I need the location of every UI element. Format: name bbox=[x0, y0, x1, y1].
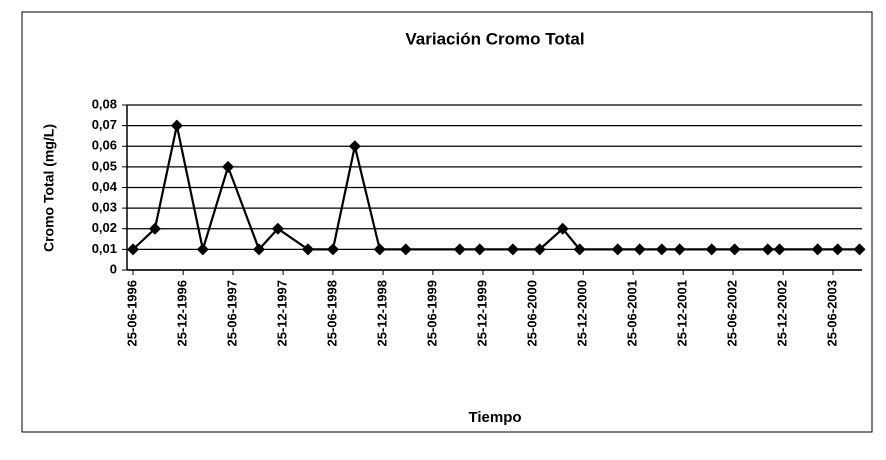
data-point bbox=[222, 160, 235, 173]
data-point bbox=[611, 243, 624, 256]
data-point bbox=[399, 243, 412, 256]
x-tick-label: 25-06-2002 bbox=[724, 280, 739, 347]
x-tick-label: 25-12-2001 bbox=[675, 280, 690, 347]
y-tick-label: 0,01 bbox=[92, 241, 117, 256]
y-tick-label: 0,07 bbox=[92, 117, 117, 132]
y-tick-label: 0,06 bbox=[92, 138, 117, 153]
x-tick-label: 25-12-1998 bbox=[374, 280, 389, 347]
y-tick-label: 0,02 bbox=[92, 220, 117, 235]
x-tick-label: 25-12-1999 bbox=[474, 280, 489, 347]
data-point bbox=[373, 243, 386, 256]
x-tick-label: 25-12-1997 bbox=[275, 280, 290, 347]
data-point bbox=[302, 243, 315, 256]
data-point bbox=[773, 243, 786, 256]
data-point bbox=[127, 243, 140, 256]
data-point bbox=[453, 243, 466, 256]
y-tick-label: 0 bbox=[110, 261, 117, 276]
x-tick-label: 25-06-1997 bbox=[224, 280, 239, 347]
x-axis-label: Tiempo bbox=[468, 409, 521, 426]
data-point bbox=[556, 222, 569, 235]
x-tick-label: 25-06-1999 bbox=[424, 280, 439, 347]
x-tick-label: 25-06-1996 bbox=[124, 280, 139, 347]
x-tick-label: 25-06-2000 bbox=[525, 280, 540, 347]
chart-title: Variación Cromo Total bbox=[405, 29, 584, 48]
y-tick-label: 0,04 bbox=[92, 179, 118, 194]
x-tick-label: 25-12-2000 bbox=[575, 280, 590, 347]
data-point bbox=[148, 222, 161, 235]
data-point bbox=[673, 243, 686, 256]
x-tick-label: 25-06-2003 bbox=[824, 280, 839, 347]
data-point bbox=[506, 243, 519, 256]
data-point bbox=[831, 243, 844, 256]
data-point bbox=[761, 243, 774, 256]
data-point bbox=[811, 243, 824, 256]
y-axis-label: Cromo Total (mg/L) bbox=[41, 124, 57, 252]
data-point bbox=[853, 243, 866, 256]
data-point bbox=[252, 243, 265, 256]
data-point bbox=[655, 243, 668, 256]
data-point bbox=[271, 222, 284, 235]
data-point bbox=[170, 119, 183, 132]
y-tick-label: 0,08 bbox=[92, 96, 117, 111]
data-point bbox=[473, 243, 486, 256]
y-tick-label: 0,03 bbox=[92, 200, 117, 215]
chart-frame bbox=[21, 11, 873, 433]
x-tick-label: 25-12-1996 bbox=[175, 280, 190, 347]
y-tick-label: 0,05 bbox=[92, 158, 117, 173]
data-point bbox=[633, 243, 646, 256]
data-point bbox=[326, 243, 339, 256]
data-point bbox=[348, 140, 361, 153]
data-point bbox=[533, 243, 546, 256]
x-tick-label: 25-06-1998 bbox=[324, 280, 339, 347]
x-tick-label: 25-06-2001 bbox=[625, 280, 640, 347]
data-point bbox=[728, 243, 741, 256]
data-point bbox=[196, 243, 209, 256]
data-point bbox=[705, 243, 718, 256]
data-point bbox=[573, 243, 586, 256]
x-tick-label: 25-12-2002 bbox=[775, 280, 790, 347]
